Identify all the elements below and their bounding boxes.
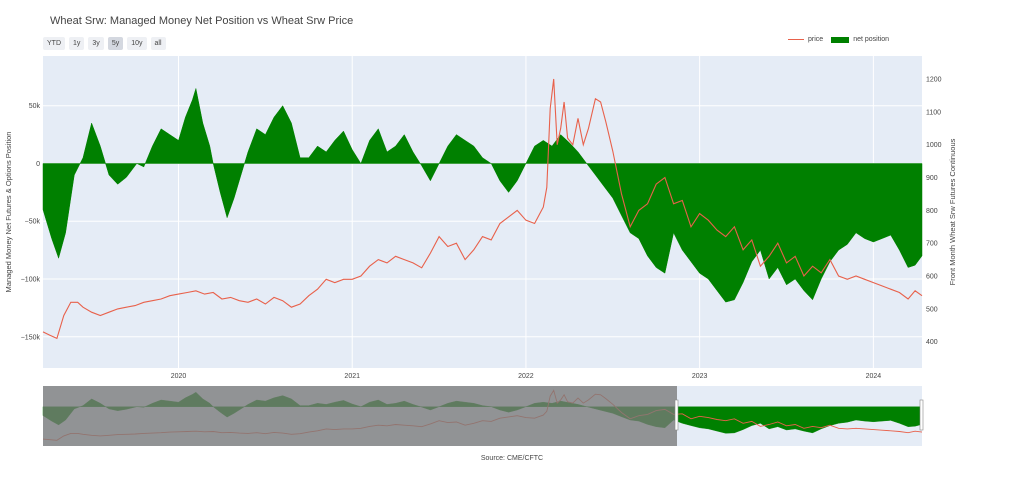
y-left-tick-label: −100k: [21, 277, 41, 284]
x-tick-label: 2022: [518, 373, 534, 380]
range-button-ytd[interactable]: YTD: [43, 37, 65, 50]
y-left-tick-label: −50k: [25, 219, 41, 226]
y-left-tick-label: 0: [36, 161, 40, 168]
x-tick-label: 2020: [171, 373, 187, 380]
y-right-tick-label: 500: [926, 306, 938, 313]
y-right-tick-label: 900: [926, 175, 938, 182]
y-right-tick-label: 1100: [926, 109, 941, 116]
range-slider-handle-right[interactable]: [919, 399, 924, 431]
x-tick-label: 2024: [866, 373, 882, 380]
range-selector: YTD 1y 3y 5y 10y all: [43, 37, 166, 50]
y-axis-right-title: Front Month Wheat Srw Futures Continuous: [948, 138, 957, 285]
legend-item-net-position[interactable]: net position: [831, 36, 889, 43]
y-left-tick-label: −150k: [21, 334, 41, 341]
y-right-tick-label: 600: [926, 274, 938, 281]
range-slider-mask: [43, 386, 677, 446]
range-button-3y[interactable]: 3y: [88, 37, 104, 50]
legend: price net position: [788, 36, 889, 43]
range-button-10y[interactable]: 10y: [127, 37, 147, 50]
source-note: Source: CME/CFTC: [480, 455, 544, 462]
range-slider-handle-left[interactable]: [674, 399, 679, 431]
y-left-tick-label: 50k: [29, 103, 41, 110]
legend-swatch-price: [788, 39, 804, 40]
legend-label-price: price: [808, 36, 824, 43]
y-right-tick-label: 800: [926, 208, 938, 215]
net-position-area: [42, 88, 923, 303]
axes: 2020 2021 2022 2023 2024 50k 0 −50k −100k −150k 12…: [21, 76, 942, 380]
y-right-tick-label: 400: [926, 339, 938, 346]
legend-swatch-net-position: [831, 36, 850, 43]
range-button-5y[interactable]: 5y: [107, 37, 124, 50]
x-tick-label: 2021: [344, 373, 360, 380]
y-axis-left-title: Managed Money Net Futures & Options Posi…: [4, 132, 13, 293]
x-tick-label: 2023: [692, 373, 708, 380]
legend-item-price[interactable]: price: [788, 36, 823, 43]
chart-title: Wheat Srw: Managed Money Net Position vs…: [50, 15, 354, 27]
net-position-series: [42, 88, 923, 303]
y-right-tick-label: 700: [926, 241, 938, 248]
range-button-all[interactable]: all: [150, 37, 166, 50]
price-series: [42, 78, 923, 340]
range-button-1y[interactable]: 1y: [69, 37, 85, 50]
y-right-tick-label: 1000: [926, 142, 942, 149]
y-right-tick-label: 1200: [926, 76, 942, 83]
range-slider[interactable]: [42, 386, 924, 446]
price-line: [42, 78, 923, 340]
legend-label-net-position: net position: [853, 36, 889, 43]
